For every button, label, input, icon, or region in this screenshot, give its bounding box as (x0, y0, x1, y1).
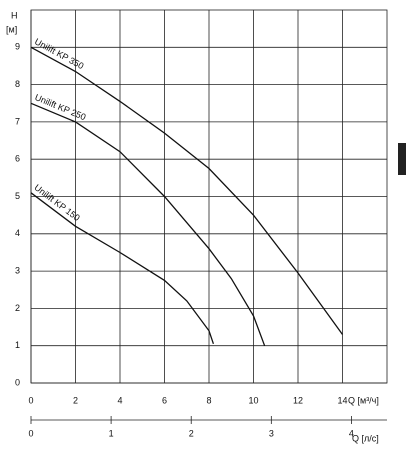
x-tick-label: 14 (337, 395, 347, 405)
x-tick-label: 8 (206, 395, 211, 405)
y-tick-label: 4 (15, 228, 20, 238)
x2-tick-label: 1 (109, 428, 114, 438)
y-tick-label: 1 (15, 340, 20, 350)
x-tick-label: 4 (117, 395, 122, 405)
y-tick-label: 6 (15, 154, 20, 164)
curve-label: Unilift KP 150 (32, 182, 81, 223)
x-tick-label: 10 (248, 395, 258, 405)
curve (30, 46, 344, 335)
y-tick-label: 8 (15, 79, 20, 89)
curve (30, 102, 266, 346)
x-tick-label: 0 (28, 395, 33, 405)
y-tick-label: 2 (15, 303, 20, 313)
x2-tick-label: 0 (28, 428, 33, 438)
curve-label: Unilift KP 350 (33, 36, 86, 71)
x2-tick-label: 2 (189, 428, 194, 438)
y-tick-label: 3 (15, 265, 20, 275)
y-tick-label: 7 (15, 116, 20, 126)
side-tab (398, 143, 406, 175)
y-tick-label: 9 (15, 42, 20, 52)
y-tick-label: 5 (15, 191, 20, 201)
x-tick-label: 6 (162, 395, 167, 405)
curve (30, 192, 215, 345)
y-tick-label: 0 (15, 377, 20, 387)
x2-axis-label: Q [л/с] (352, 433, 379, 443)
y-axis-label: H (11, 10, 18, 20)
x2-tick-label: 3 (269, 428, 274, 438)
y-axis-unit: [м] (6, 24, 17, 34)
x2-tick-label: 4 (349, 428, 354, 438)
x-tick-label: 12 (293, 395, 303, 405)
x-tick-label: 2 (73, 395, 78, 405)
x-axis-label: Q [м³/ч] (348, 395, 379, 405)
